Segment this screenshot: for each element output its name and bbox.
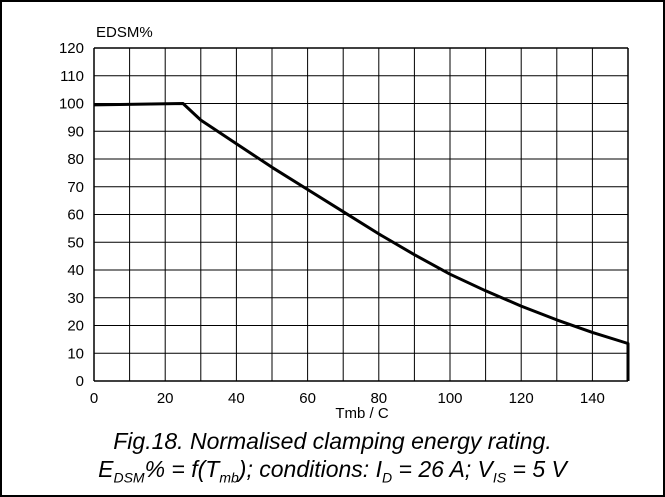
y-tick-label: 60 — [67, 207, 84, 224]
y-tick-label: 40 — [67, 262, 84, 279]
x-tick-label: 0 — [90, 390, 98, 407]
caption-cond: ); conditions: I — [238, 456, 382, 482]
y-tick-label: 100 — [59, 96, 84, 113]
grid-lines — [93, 47, 629, 382]
caption-i-sub: D — [381, 469, 393, 486]
y-tick-label: 70 — [67, 179, 84, 196]
y-tick-label: 20 — [67, 318, 84, 335]
y-tick-label: 80 — [67, 151, 84, 168]
y-tick-label: 0 — [76, 373, 84, 390]
caption-mid: % = f(T — [144, 456, 220, 482]
x-tick-label: 60 — [299, 390, 316, 407]
energy-rating-chart: 0 20 40 60 80 100 120 140 0 10 20 30 40 50 60 70 80 90 10… — [59, 24, 630, 422]
y-tick-label: 90 — [67, 123, 84, 140]
caption-val: = 26 A; V — [392, 456, 493, 482]
x-tick-label: 120 — [509, 390, 534, 407]
x-tick-label: 80 — [370, 390, 387, 407]
y-tick-labels: 0 10 20 30 40 50 60 70 80 90 100 110 120 — [59, 40, 84, 390]
x-tick-label: 100 — [437, 390, 462, 407]
figure-caption-line2: EDSM% = f(Tmb); conditions: ID = 26 A; V… — [0, 456, 665, 486]
x-axis-label: Tmb / C — [335, 405, 389, 422]
y-tick-label: 50 — [67, 234, 84, 251]
caption-v-sub: IS — [492, 469, 507, 486]
y-tick-label: 10 — [67, 345, 84, 362]
series-line — [93, 102, 630, 381]
caption-e-sub: DSM — [113, 469, 145, 486]
x-tick-label: 20 — [157, 390, 174, 407]
y-tick-label: 110 — [60, 68, 84, 85]
figure-caption-line1: Fig.18. Normalised clamping energy ratin… — [113, 428, 552, 454]
y-axis-label: EDSM% — [96, 24, 153, 41]
x-tick-label: 40 — [228, 390, 245, 407]
y-tick-label: 30 — [67, 290, 84, 307]
caption-e: E — [98, 456, 114, 482]
x-tick-labels: 0 20 40 60 80 100 120 140 — [90, 390, 605, 407]
x-tick-label: 140 — [580, 390, 605, 407]
caption-t-sub: mb — [219, 469, 239, 486]
y-tick-label: 120 — [59, 40, 84, 57]
caption-end: = 5 V — [506, 456, 567, 482]
